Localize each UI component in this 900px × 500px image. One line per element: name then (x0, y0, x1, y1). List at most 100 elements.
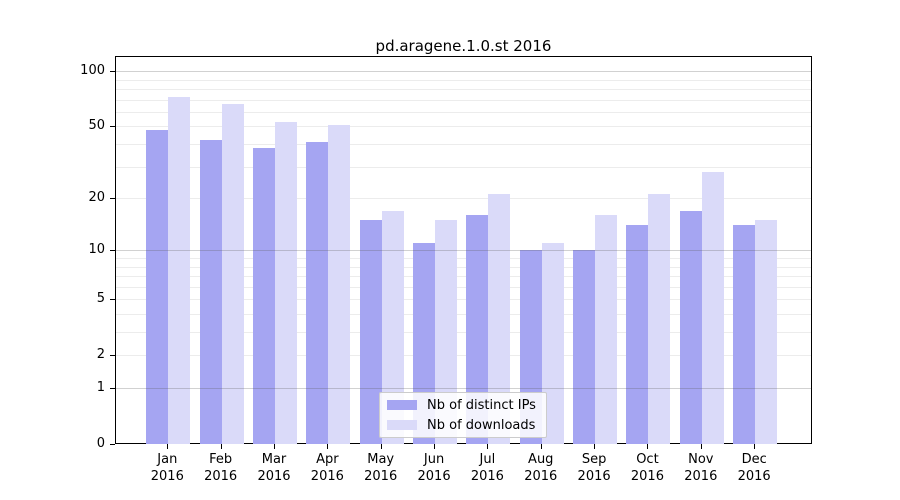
gridline-minor (116, 99, 811, 101)
x-tick-label: Jan 2016 (137, 451, 197, 485)
legend-label-distinct-ips: Nb of distinct IPs (427, 397, 536, 413)
plot-area (115, 56, 812, 444)
gridline-major (116, 388, 811, 389)
x-tick-month: Aug (528, 452, 554, 467)
y-tick (110, 444, 115, 445)
y-tick-label: 2 (96, 347, 105, 363)
y-tick (110, 250, 115, 252)
gridline-minor (116, 355, 811, 357)
bar-downloads-jul (488, 194, 511, 444)
x-tick-year: 2016 (524, 469, 558, 484)
gridline-minor (116, 126, 811, 128)
gridline-minor (116, 144, 811, 146)
x-tick-year: 2016 (364, 469, 398, 484)
x-tick-month: May (367, 452, 395, 467)
x-tick-label: Jul 2016 (457, 451, 517, 485)
bar-distinct-ips-apr (306, 142, 329, 444)
x-tick-year: 2016 (150, 469, 184, 484)
x-tick-label: Jun 2016 (404, 451, 464, 485)
x-tick-year: 2016 (310, 469, 344, 484)
x-tick-year: 2016 (684, 469, 718, 484)
x-tick-label: Oct 2016 (617, 451, 677, 485)
gridline-minor (116, 198, 811, 200)
gridline-minor (116, 111, 811, 113)
x-tick-label: May 2016 (351, 451, 411, 485)
gridline-minor (116, 89, 811, 91)
x-tick-month: Sep (581, 452, 607, 467)
y-tick-label: 100 (80, 63, 105, 79)
y-tick (110, 388, 115, 389)
gridline-minor (116, 299, 811, 301)
x-tick-month: Apr (316, 452, 339, 467)
bar-distinct-ips-sep (573, 250, 596, 444)
bar-distinct-ips-mar (253, 148, 275, 444)
x-tick-year: 2016 (204, 469, 238, 484)
legend: Nb of distinct IPs Nb of downloads (379, 392, 547, 438)
x-tick-month: Feb (209, 452, 233, 467)
bar-distinct-ips-jul (466, 215, 489, 444)
y-tick-label: 20 (88, 190, 105, 206)
bar-downloads-apr (328, 124, 351, 444)
bar-distinct-ips-dec (733, 225, 756, 444)
x-tick (647, 444, 649, 449)
bar-downloads-nov (701, 171, 724, 444)
x-tick-label: Feb 2016 (191, 451, 251, 485)
x-tick (754, 444, 756, 449)
gridline-minor (116, 79, 811, 81)
legend-item-distinct-ips: Nb of distinct IPs (387, 397, 539, 414)
y-tick (110, 126, 115, 128)
x-tick (274, 444, 275, 449)
bar-downloads-oct (648, 194, 671, 444)
y-tick-label: 50 (88, 118, 105, 134)
x-tick (487, 444, 489, 449)
y-tick-label: 0 (96, 436, 105, 451)
x-tick (220, 444, 222, 449)
x-tick-year: 2016 (470, 469, 504, 484)
x-tick-label: Dec 2016 (724, 451, 784, 485)
x-tick-month: Mar (261, 452, 287, 467)
legend-label-downloads: Nb of downloads (427, 417, 536, 433)
bar-distinct-ips-nov (679, 210, 702, 444)
y-tick (110, 355, 115, 357)
x-tick-label: Apr 2016 (297, 451, 357, 485)
x-tick-month: Jul (479, 452, 496, 467)
bar-downloads-jan (168, 97, 191, 444)
y-tick (110, 198, 115, 200)
x-tick-label: Aug 2016 (511, 451, 571, 485)
x-tick (434, 444, 436, 449)
bar-downloads-dec (755, 220, 778, 444)
bar-downloads-feb (221, 104, 244, 444)
x-tick-year: 2016 (257, 469, 291, 484)
legend-swatch-distinct-ips-icon (387, 400, 417, 410)
y-tick-label: 5 (96, 291, 105, 307)
x-tick-month: Jun (423, 452, 445, 467)
gridline-minor (116, 286, 811, 288)
gridline-minor (116, 258, 811, 259)
x-tick-month: Oct (636, 452, 659, 467)
x-tick-year: 2016 (630, 469, 664, 484)
x-tick-year: 2016 (577, 469, 611, 484)
x-tick-label: Mar 2016 (244, 451, 304, 485)
gridline-minor (116, 276, 811, 278)
legend-item-downloads: Nb of downloads (387, 417, 539, 434)
x-tick (380, 444, 382, 449)
gridline-minor (116, 313, 811, 315)
bar-distinct-ips-jan (146, 129, 169, 444)
gridline-minor (116, 332, 811, 334)
x-tick (700, 444, 702, 449)
gridline-minor (116, 266, 811, 268)
y-tick-label: 1 (96, 380, 105, 395)
x-tick-month: Jan (157, 452, 178, 467)
x-tick (594, 444, 596, 449)
bar-downloads-aug (541, 243, 564, 444)
bar-distinct-ips-may (359, 220, 382, 444)
gridline-minor (116, 166, 811, 168)
gridline-major (116, 250, 811, 252)
chart-title: pd.aragene.1.0.st 2016 (375, 37, 552, 55)
bar-downloads-mar (275, 121, 297, 444)
bar-distinct-ips-feb (199, 140, 222, 444)
x-tick-label: Nov 2016 (671, 451, 731, 485)
legend-swatch-downloads-icon (387, 420, 417, 430)
x-tick-month: Dec (741, 452, 767, 467)
